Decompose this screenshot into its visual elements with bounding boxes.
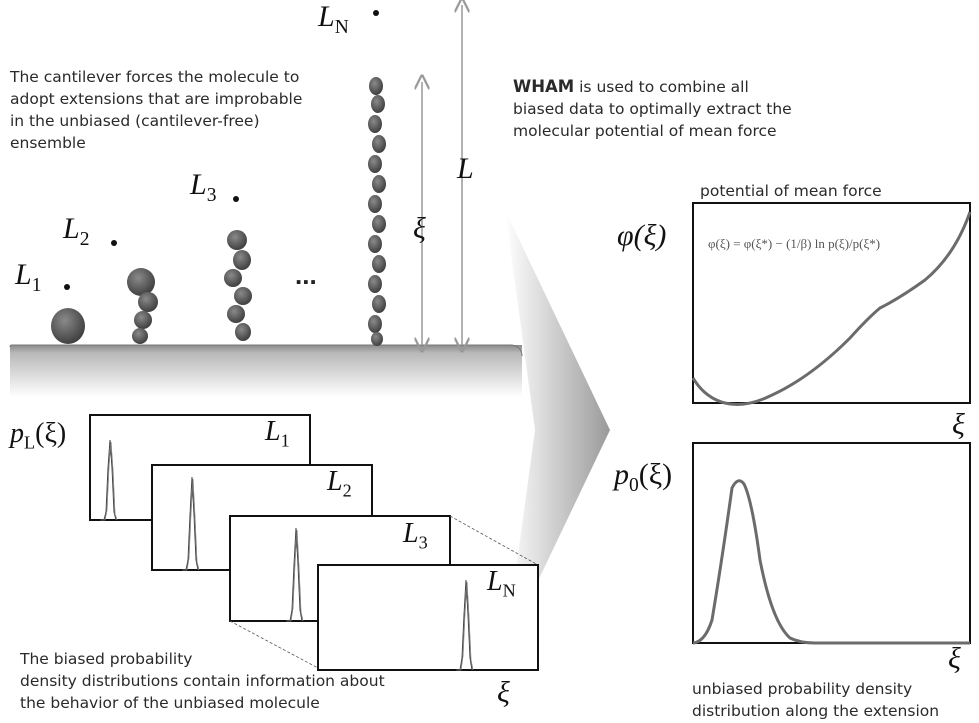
pmf-equation: φ(ξ) = φ(ξ*) − (1/β) ln p(ξ)/p(ξ*) (708, 236, 881, 251)
distribution-panel-N (317, 564, 539, 671)
ellipsis: ... (295, 260, 317, 290)
pmf-plot (691, 202, 972, 406)
wham-caption: WHAM is used to combine all biased data … (513, 77, 792, 140)
cantilever-dot-N (373, 10, 379, 16)
label-L2: L2 (63, 212, 90, 250)
p0-xlabel: ξ (948, 642, 961, 675)
pmf-xlabel: ξ (952, 408, 965, 441)
cantilever-dot-3 (233, 196, 239, 202)
p0-plot (692, 442, 971, 645)
molecule-N (368, 77, 386, 346)
top-left-caption: The cantilever forces the molecule to ad… (10, 68, 303, 152)
label-LN: LN (318, 0, 349, 38)
pmf-curve (691, 211, 972, 406)
label-L1: L1 (15, 258, 42, 296)
molecule-3 (224, 230, 252, 341)
panel-label-L3: L3 (403, 518, 428, 553)
pmf-ylabel: φ(ξ) (617, 219, 667, 252)
surface (10, 345, 522, 397)
molecule-1 (51, 308, 85, 344)
flow-arrow (505, 210, 610, 650)
label-L: L (457, 152, 474, 185)
molecule-2 (127, 268, 158, 344)
bottom-right-caption: unbiased probability density distributio… (692, 680, 940, 720)
bottom-left-caption: The biased probability density distribut… (20, 650, 385, 712)
cantilever-dot-2 (111, 240, 117, 246)
p0-curve (692, 479, 970, 645)
cantilever-dot-1 (64, 284, 70, 290)
label-pL: pL(ξ) (10, 418, 67, 453)
label-xi: ξ (413, 212, 426, 245)
panel-label-L1: L1 (265, 416, 290, 451)
panel-label-LN: LN (487, 566, 516, 601)
panel-label-L2: L2 (327, 466, 352, 501)
bottom-xi-label: ξ (497, 676, 510, 709)
p0-ylabel: p0(ξ) (614, 458, 673, 496)
label-L3: L3 (190, 168, 217, 206)
pmf-title: potential of mean force (700, 182, 882, 200)
